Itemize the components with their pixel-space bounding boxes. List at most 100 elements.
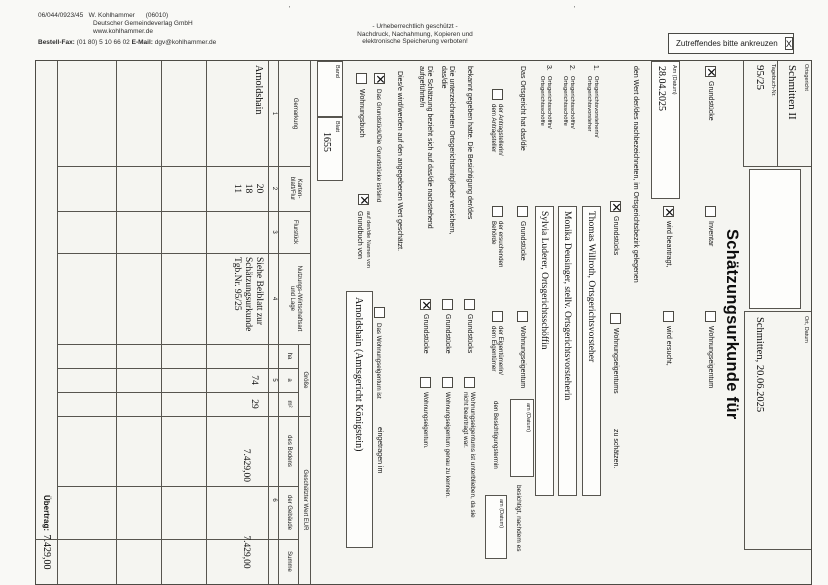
member-name: Monika Deusinger, stellv. Ortsgerichtsvo… bbox=[562, 211, 572, 401]
scan-tick-mark: ' bbox=[574, 6, 576, 13]
antrag-datum-field[interactable]: Am (Datum) 28.04.2025 bbox=[651, 61, 680, 199]
cell-wert-boden[interactable]: 7.429,00 bbox=[241, 448, 251, 482]
uebertrag-value[interactable]: 7.429,00 bbox=[41, 534, 52, 570]
checkbox-inventar[interactable] bbox=[705, 206, 716, 217]
grid-line bbox=[58, 392, 299, 393]
checkbox-wird-ersucht[interactable] bbox=[663, 311, 674, 322]
member-number: 3. bbox=[545, 65, 552, 71]
grid-line bbox=[206, 61, 207, 584]
copyright-line-2: Nachdruck, Nachahmung, Kopieren und bbox=[357, 30, 473, 38]
checkbox-wohnungseigentum-eingetragen[interactable] bbox=[374, 307, 385, 318]
page-title: Schätzungsurkunde für bbox=[723, 229, 741, 420]
col-header-gebaeude: der Gebäude bbox=[286, 494, 292, 531]
checkbox-grundstuecke[interactable]: ✕ bbox=[704, 66, 718, 78]
imprint-publisher: W. Kohlhammer bbox=[88, 12, 135, 19]
col-number-2: 2 bbox=[271, 186, 277, 191]
email-label: E-Mail: bbox=[131, 39, 153, 46]
col-header-a: a bbox=[286, 378, 292, 382]
grundbuch-ort-field[interactable]: Arnoldshain (Amtsgericht Königstein) bbox=[346, 291, 373, 548]
checkbox-grundbuch[interactable]: ✕ bbox=[357, 194, 371, 206]
checkbox-grundstueck-eingetragen[interactable]: ✕ bbox=[373, 73, 387, 85]
besichtigung-intro: Das Ortsgericht hat das/die bbox=[519, 66, 526, 151]
besichtigung-grundstuecke-label: Grundstücke bbox=[519, 221, 526, 261]
checkbox-behoerde[interactable] bbox=[492, 206, 503, 217]
email-address: dgv@kohlhammer.de bbox=[154, 39, 217, 46]
band-field[interactable]: Band bbox=[317, 61, 343, 117]
col-header-gemarkung: Gemarkung bbox=[292, 97, 298, 130]
cell-kartenblatt[interactable]: 20 18 11 bbox=[231, 166, 264, 211]
grundbuch-ort-value: Arnoldshain (Amtsgericht Königstein) bbox=[353, 297, 364, 452]
nutzungsart-value-1: Siehe Beiblatt zur bbox=[254, 257, 264, 326]
checkbox-besichtigung-grundstuecke[interactable] bbox=[517, 206, 528, 217]
schaetzung-wohnungseigentum-label: Wohnungseigentum. bbox=[422, 392, 429, 449]
col-header-ha: ha bbox=[286, 352, 292, 360]
ort-datum-label: Ort, Datum bbox=[803, 316, 809, 343]
eingetragen-im-label: eingetragen im bbox=[376, 427, 383, 474]
besichtigungstermin-label: den Besichtigungstermin bbox=[492, 401, 499, 469]
ortsgericht-label: Ortsgericht bbox=[803, 64, 809, 91]
grundstueck-eingetragen-label: Das Grundstück/Die Grundstücke ist/sind bbox=[375, 89, 382, 203]
tagebuch-cell[interactable]: Tagebuch-Nr. 95/25 bbox=[743, 61, 778, 167]
wird-beantragt-label: wird beantragt, bbox=[665, 221, 672, 268]
cell-nutzungsart[interactable]: Siehe Beiblatt zur Schätzungsurkunde Tgb… bbox=[231, 257, 264, 331]
grid-line bbox=[116, 61, 117, 584]
checkbox-wohnungseigentums[interactable] bbox=[610, 313, 621, 324]
tagebuch-value: 95/25 bbox=[754, 65, 766, 91]
member-name: Thomas Willroth, Ortsgerichtsvorsteher bbox=[586, 211, 596, 363]
imprint-website: www.kohlhammer.de bbox=[93, 28, 153, 35]
ort-datum-cell[interactable]: Ort, Datum Schmitten, 20.06.2025 bbox=[744, 311, 811, 550]
col-header-nutzungsart: Nutzungs-/Wirtschaftsart und Lage bbox=[288, 253, 302, 344]
cell-gemarkung[interactable]: Arnoldshain bbox=[253, 65, 264, 115]
cell-a[interactable]: 74 bbox=[249, 375, 259, 385]
col-header-kartenblatt: Karten- blatt/Flur bbox=[288, 166, 302, 211]
checkbox-bekannt-wohnungseigentums[interactable] bbox=[464, 377, 475, 388]
member-name-field[interactable]: Sylvia Luderer, Ortsgerichtsschöffin bbox=[535, 206, 554, 496]
member-role-line1: Ortsgerichtsschöffin/ bbox=[569, 76, 575, 129]
checkbox-schaetzung-wohnungseigentum[interactable] bbox=[420, 377, 431, 388]
member-role-line1: Ortsgerichtsschöffin/ bbox=[546, 76, 552, 129]
copyright-note: - Urheberrechtlich geschützt - Nachdruck… bbox=[345, 23, 485, 46]
col-number-6: 6 bbox=[271, 498, 277, 502]
col-header-summe: Summe bbox=[286, 551, 292, 572]
x-mark-checkbox[interactable]: X bbox=[784, 37, 793, 50]
checkbox-wird-beantragt[interactable]: ✕ bbox=[662, 206, 676, 218]
bekannt-wohnungseigentums-label: Wohnungseigentums ist unterblieben, da s… bbox=[462, 392, 476, 518]
ortsgericht-cell[interactable]: Ortsgericht Schmitten II bbox=[777, 61, 811, 167]
checkbox-schaetzung-grundstuecke[interactable]: ✕ bbox=[419, 299, 433, 311]
col-header-flurstueck: Flurstück bbox=[292, 219, 298, 245]
member-name-field[interactable]: Thomas Willroth, Ortsgerichtsvorsteher bbox=[582, 206, 601, 496]
member-role-line2: Ortsgerichtsvorsteher bbox=[585, 76, 592, 132]
checkbox-versichern-wohnungseigentum[interactable] bbox=[442, 377, 453, 388]
antragsteller-line1: der Antragstellerin/ bbox=[497, 104, 504, 156]
checkbox-wohnungseigentum[interactable] bbox=[705, 311, 716, 322]
eigentuemer-line1: der Eigentümerin/ bbox=[497, 326, 504, 375]
cell-wert-summe[interactable]: 7.429,00 bbox=[241, 535, 251, 569]
checkbox-wohnungsbuch[interactable] bbox=[356, 73, 367, 84]
nutzungsart-line1: Nutzungs-/Wirtschaftsart bbox=[296, 265, 302, 332]
cell-qm[interactable]: 29 bbox=[249, 399, 259, 409]
kartenblatt-value-1: 20 bbox=[254, 183, 264, 194]
wert-sentence: den Wert der/des nachbezeichneten, im Or… bbox=[632, 66, 639, 283]
antragsteller-label: der Antragstellerin/ dem Antragsteller bbox=[490, 104, 504, 156]
checkbox-versichern-grundstuecke[interactable] bbox=[442, 299, 453, 310]
wohnungseigentum-label: Wohnungseigentum bbox=[707, 326, 714, 389]
checkbox-bekannt-grundstuecks[interactable] bbox=[464, 299, 475, 310]
blatt-field[interactable]: Blatt 1655 bbox=[317, 117, 343, 181]
checkbox-grundstuecks[interactable]: ✕ bbox=[609, 201, 623, 213]
grid-line bbox=[278, 61, 279, 584]
kartenblatt-line1: Karten- bbox=[296, 178, 302, 199]
checkbox-besichtigung-wohnungseigentum[interactable] bbox=[517, 311, 528, 322]
besichtigung-datum-field-1[interactable]: am (Datum) bbox=[510, 399, 534, 477]
checkbox-eigentuemer[interactable] bbox=[492, 311, 503, 322]
grid-line bbox=[35, 539, 299, 540]
ortsgericht-value: Schmitten II bbox=[786, 65, 798, 120]
eigentuemer-line2: dem Eigentümer bbox=[489, 326, 497, 372]
col-number-1: 1 bbox=[271, 111, 277, 116]
imprint-company: Deutscher Gemeindeverlag GmbH bbox=[93, 20, 193, 27]
col-header-groesse: Größe bbox=[302, 371, 308, 389]
member-name-field[interactable]: Monika Deusinger, stellv. Ortsgerichtsvo… bbox=[558, 206, 577, 496]
bekannt-sentence: bekannt gegeben hatte. Die Besichtigung … bbox=[466, 66, 473, 220]
checkbox-antragsteller[interactable] bbox=[492, 89, 503, 100]
besichtigung-datum-field-2[interactable]: am (Datum) bbox=[485, 495, 507, 559]
header-empty-box[interactable] bbox=[749, 169, 801, 309]
